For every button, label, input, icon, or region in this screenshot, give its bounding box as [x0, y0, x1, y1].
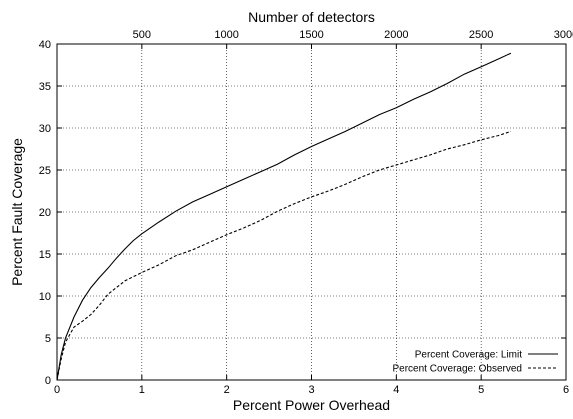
- x-tick-label: 6: [563, 384, 569, 396]
- x2-tick-label: 1000: [214, 29, 238, 41]
- x-tick-label: 5: [478, 384, 484, 396]
- y-tick-label: 20: [39, 207, 51, 219]
- x-tick-label: 0: [54, 384, 60, 396]
- series-line-limit: [56, 52, 512, 381]
- legend-label-limit: Percent Coverage: Limit: [415, 350, 522, 361]
- x-tick-label: 3: [308, 384, 314, 396]
- x2-tick-label: 2000: [384, 29, 408, 41]
- series-lines: [56, 52, 512, 381]
- y-tick-label: 35: [39, 81, 51, 93]
- y-axis-title: Percent Fault Coverage: [9, 138, 25, 286]
- legend-label-observed: Percent Coverage: Observed: [392, 364, 522, 375]
- x2-tick-label: 500: [133, 29, 151, 41]
- x2-tick-label: 3000: [554, 29, 573, 41]
- y-tick-label: 5: [45, 333, 51, 345]
- y-tick-label: 0: [45, 375, 51, 387]
- x-tick-label: 2: [224, 384, 230, 396]
- series-line-observed: [56, 130, 512, 381]
- x-tick-label: 1: [139, 384, 145, 396]
- x2-tick-label: 2500: [469, 29, 493, 41]
- y-tick-label: 10: [39, 291, 51, 303]
- y-tick-label: 15: [39, 249, 51, 261]
- y-tick-label: 25: [39, 165, 51, 177]
- x-tick-label: 4: [393, 384, 399, 396]
- grid-lines: [57, 44, 566, 380]
- x2-tick-label: 1500: [299, 29, 323, 41]
- x-axis-title: Percent Power Overhead: [233, 397, 390, 413]
- axis-ticks: 0 5 10 15 20 25 30 35 40 0 1 2 3 4 5 6 500 1000 1500 2000 25…: [39, 29, 573, 396]
- x2-axis-title: Number of detectors: [248, 9, 375, 25]
- y-tick-label: 30: [39, 123, 51, 135]
- y-tick-label: 40: [39, 39, 51, 51]
- legend: Percent Coverage: Limit Percent Coverage…: [392, 350, 558, 375]
